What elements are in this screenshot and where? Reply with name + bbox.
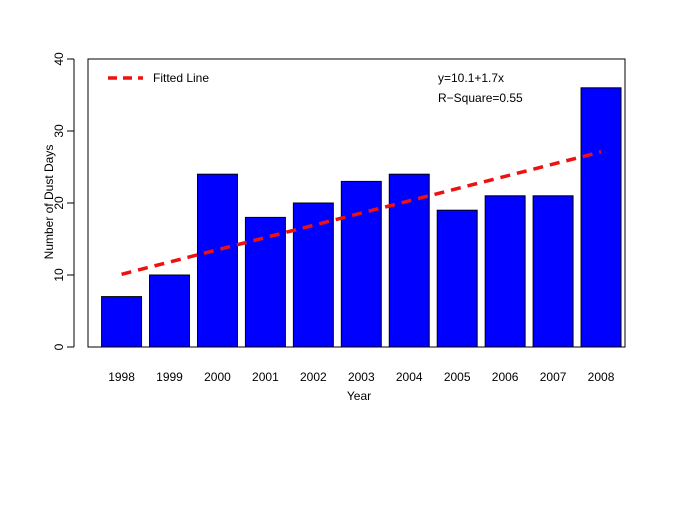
y-axis: 0 10 20 30 40 xyxy=(52,52,75,350)
r-square-annotation: R−Square=0.55 xyxy=(438,91,523,105)
x-tick-label-2008: 2008 xyxy=(588,370,615,384)
y-tick-label-40: 40 xyxy=(52,52,66,66)
x-axis-title: Year xyxy=(347,389,371,403)
fitted-line-group xyxy=(121,150,602,276)
bar-2003 xyxy=(340,180,382,348)
x-tick-label-2007: 2007 xyxy=(540,370,567,384)
x-tick-label-2004: 2004 xyxy=(396,370,423,384)
bar-2002 xyxy=(292,202,334,348)
x-tick-label-2006: 2006 xyxy=(492,370,519,384)
x-tick-label-2000: 2000 xyxy=(204,370,231,384)
x-tick-label-1999: 1999 xyxy=(156,370,183,384)
y-tick-label-0: 0 xyxy=(52,343,66,350)
x-tick-label-2005: 2005 xyxy=(444,370,471,384)
legend: Fitted Line xyxy=(108,71,209,85)
bar-1998 xyxy=(101,296,143,348)
x-tick-label-1998: 1998 xyxy=(108,370,135,384)
bar-1999 xyxy=(149,274,190,348)
legend-label-fitted-line: Fitted Line xyxy=(153,71,209,85)
bar-2007 xyxy=(532,195,574,348)
bar-2001 xyxy=(244,216,286,348)
x-tick-label-2001: 2001 xyxy=(252,370,279,384)
bars-group xyxy=(101,87,622,348)
x-tick-label-2003: 2003 xyxy=(348,370,375,384)
x-tick-label-2002: 2002 xyxy=(300,370,327,384)
x-axis-labels: 1998 1999 2000 2001 2002 2003 2004 2005 2006 2007… xyxy=(108,370,614,384)
bar-2005 xyxy=(436,209,478,348)
bar-2006 xyxy=(484,195,526,348)
bar-2008 xyxy=(580,87,622,348)
y-tick-label-30: 30 xyxy=(52,124,66,138)
y-tick-label-10: 10 xyxy=(52,268,66,282)
y-tick-label-20: 20 xyxy=(52,196,66,210)
y-axis-title: Number of Dust Days xyxy=(42,145,56,260)
bar-2004 xyxy=(388,173,430,348)
fitted-line xyxy=(121,150,602,276)
bar-2000 xyxy=(196,173,238,348)
equation-annotation: y=10.1+1.7x xyxy=(438,71,504,85)
